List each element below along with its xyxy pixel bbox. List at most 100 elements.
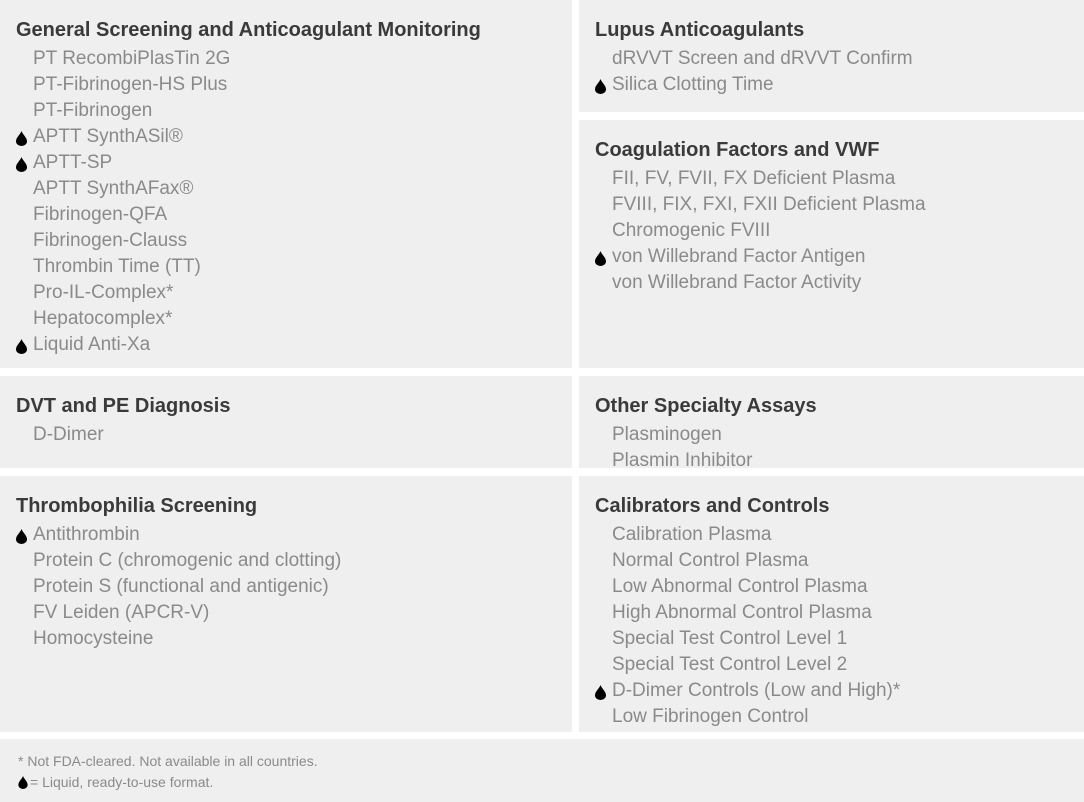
item-label: Protein S (functional and antigenic) (33, 576, 329, 597)
liquid-drop-icon (595, 685, 606, 700)
list-item: D-Dimer (16, 422, 572, 448)
item-label: von Willebrand Factor Activity (612, 272, 862, 293)
item-label: Normal Control Plasma (612, 550, 809, 571)
item-label: PT-Fibrinogen-HS Plus (33, 74, 228, 95)
list-item: Low Fibrinogen Control (595, 704, 1084, 730)
list-item: Homocysteine (16, 626, 572, 652)
item-label: Calibration Plasma (612, 524, 772, 545)
section-title: Coagulation Factors and VWF (595, 139, 880, 161)
item-label: Antithrombin (33, 524, 140, 545)
list-item: Plasmin Inhibitor (595, 448, 1084, 474)
list-item: von Willebrand Factor Activity (595, 270, 1084, 296)
item-label: Low Abnormal Control Plasma (612, 576, 868, 597)
section-title: Thrombophilia Screening (16, 495, 258, 517)
assay-list: dRVVT Screen and dRVVT Confirm Silica Clo… (595, 46, 1084, 98)
list-item: dRVVT Screen and dRVVT Confirm (595, 46, 1084, 72)
panel-general: General Screening and Anticoagulant Moni… (0, 0, 572, 368)
item-label: FVIII, FIX, FXI, FXII Deficient Plasma (612, 194, 926, 215)
item-label: Fibrinogen-Clauss (33, 230, 188, 251)
list-item: Fibrinogen-QFA (16, 202, 572, 228)
item-label: dRVVT Screen and dRVVT Confirm (612, 48, 913, 69)
item-label: FII, FV, FVII, FX Deficient Plasma (612, 168, 896, 189)
footer: * Not FDA-cleared. Not available in all … (0, 739, 1084, 802)
liquid-drop-icon (16, 157, 27, 172)
assay-list: FII, FV, FVII, FX Deficient Plasma FVIII,… (595, 166, 1084, 296)
assay-list: PT RecombiPlasTin 2G PT-Fibrinogen-HS Plu… (16, 46, 572, 358)
section-title: DVT and PE Diagnosis (16, 395, 231, 417)
assay-list: Plasminogen Plasmin Inhibitor (595, 422, 1084, 474)
liquid-drop-icon (16, 131, 27, 146)
panel-lupus: Lupus Anticoagulants dRVVT Screen and dRV… (579, 0, 1084, 112)
list-item: FV Leiden (APCR-V) (16, 600, 572, 626)
list-item: PT RecombiPlasTin 2G (16, 46, 572, 72)
legend-text: = Liquid, ready-to-use format. (30, 774, 214, 790)
list-item: PT-Fibrinogen (16, 98, 572, 124)
assay-list: Antithrombin Protein C (chromogenic and c… (16, 522, 572, 652)
section-title: General Screening and Anticoagulant Moni… (16, 19, 481, 41)
section-title: Other Specialty Assays (595, 395, 817, 417)
list-item: Silica Clotting Time (595, 72, 1084, 98)
panel-coag: Coagulation Factors and VWF FII, FV, FVII… (579, 120, 1084, 368)
list-item: Thrombin Time (TT) (16, 254, 572, 280)
item-label: Fibrinogen-QFA (33, 204, 168, 225)
liquid-drop-icon (18, 776, 28, 789)
list-item: APTT-SP (16, 150, 572, 176)
list-item: Pro-IL-Complex* (16, 280, 572, 306)
item-label: APTT SynthAFax® (33, 178, 194, 199)
list-item: Hepatocomplex* (16, 306, 572, 332)
item-label: Plasmin Inhibitor (612, 450, 753, 471)
item-label: D-Dimer (33, 424, 104, 445)
item-label: Silica Clotting Time (612, 74, 774, 95)
item-label: Thrombin Time (TT) (33, 256, 201, 277)
list-item: Liquid Anti-Xa (16, 332, 572, 358)
section-title: Lupus Anticoagulants (595, 19, 805, 41)
item-label: PT RecombiPlasTin 2G (33, 48, 231, 69)
item-label: Homocysteine (33, 628, 154, 649)
list-item: Special Test Control Level 1 (595, 626, 1084, 652)
item-label: Special Test Control Level 2 (612, 654, 848, 675)
item-label: PT-Fibrinogen (33, 100, 153, 121)
list-item: APTT SynthASil® (16, 124, 572, 150)
liquid-drop-icon (595, 251, 606, 266)
item-label: Liquid Anti-Xa (33, 334, 151, 355)
legend: = Liquid, ready-to-use format. (18, 772, 1084, 793)
panel-calib: Calibrators and Controls Calibration Plas… (579, 476, 1084, 732)
list-item: Protein C (chromogenic and clotting) (16, 548, 572, 574)
assay-list: D-Dimer (16, 422, 572, 448)
liquid-drop-icon (16, 529, 27, 544)
list-item: Protein S (functional and antigenic) (16, 574, 572, 600)
item-label: APTT-SP (33, 152, 113, 173)
list-item: von Willebrand Factor Antigen (595, 244, 1084, 270)
assay-list: Calibration Plasma Normal Control Plasma L… (595, 522, 1084, 730)
footnote: * Not FDA-cleared. Not available in all … (18, 753, 318, 769)
item-label: Low Fibrinogen Control (612, 706, 809, 727)
list-item: Chromogenic FVIII (595, 218, 1084, 244)
panel-other: Other Specialty Assays Plasminogen Plasmin… (579, 376, 1084, 471)
item-label: Chromogenic FVIII (612, 220, 771, 241)
item-label: APTT SynthASil® (33, 126, 183, 147)
item-label: D-Dimer Controls (Low and High)* (612, 680, 901, 701)
list-item: FII, FV, FVII, FX Deficient Plasma (595, 166, 1084, 192)
list-item: Special Test Control Level 2 (595, 652, 1084, 678)
list-item: Low Abnormal Control Plasma (595, 574, 1084, 600)
list-item: D-Dimer Controls (Low and High)* (595, 678, 1084, 704)
item-label: FV Leiden (APCR-V) (33, 602, 210, 623)
item-label: von Willebrand Factor Antigen (612, 246, 866, 267)
list-item: Plasminogen (595, 422, 1084, 448)
list-item: APTT SynthAFax® (16, 176, 572, 202)
liquid-drop-icon (595, 79, 606, 94)
item-label: Pro-IL-Complex* (33, 282, 174, 303)
liquid-drop-icon (16, 339, 27, 354)
item-label: Plasminogen (612, 424, 722, 445)
item-label: High Abnormal Control Plasma (612, 602, 872, 623)
panel-dvt: DVT and PE Diagnosis D-Dimer (0, 376, 572, 468)
list-item: Normal Control Plasma (595, 548, 1084, 574)
list-item: FVIII, FIX, FXI, FXII Deficient Plasma (595, 192, 1084, 218)
item-label: Special Test Control Level 1 (612, 628, 848, 649)
panel-thrombo: Thrombophilia Screening Antithrombin Prote… (0, 476, 572, 732)
list-item: Fibrinogen-Clauss (16, 228, 572, 254)
list-item: High Abnormal Control Plasma (595, 600, 1084, 626)
list-item: Calibration Plasma (595, 522, 1084, 548)
section-title: Calibrators and Controls (595, 495, 830, 517)
item-label: Protein C (chromogenic and clotting) (33, 550, 342, 571)
